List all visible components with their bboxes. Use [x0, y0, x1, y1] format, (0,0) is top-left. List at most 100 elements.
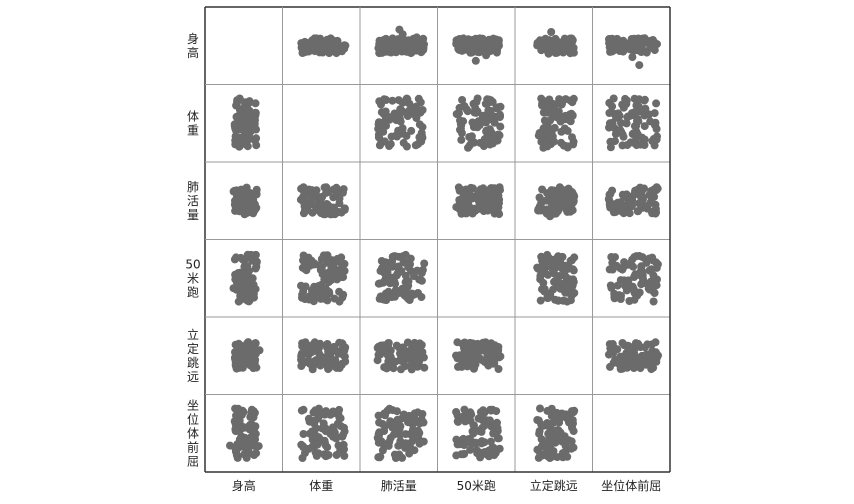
point-坐位体前屈-立定跳远: [549, 447, 558, 456]
point-体重-坐位体前屈: [622, 119, 631, 128]
point-坐位体前屈-50米跑: [493, 434, 502, 443]
point-立定跳远-肺活量: [402, 350, 411, 358]
point-体重-立定跳远: [565, 116, 574, 125]
point-肺活量-坐位体前屈: [637, 186, 646, 195]
point-身高-坐位体前屈: [615, 47, 624, 55]
point-坐位体前屈-体重: [339, 440, 348, 449]
row-label-char: 定: [187, 341, 199, 356]
point-50米跑-身高: [239, 255, 248, 264]
point-50米跑-坐位体前屈: [636, 267, 645, 276]
point-50米跑-体重: [315, 261, 323, 270]
point-体重-坐位体前屈: [646, 117, 655, 126]
point-立定跳远-坐位体前屈: [625, 349, 634, 358]
scatter-points: [226, 25, 662, 462]
point-立定跳远-坐位体前屈: [652, 357, 661, 366]
point-坐位体前屈-身高: [235, 416, 244, 425]
point-坐位体前屈-50米跑: [459, 412, 467, 421]
point-身高-体重: [340, 44, 349, 53]
point-50米跑-肺活量: [420, 259, 429, 268]
point-体重-50米跑: [490, 118, 499, 127]
point-50米跑-体重: [317, 280, 326, 289]
point-50米跑-立定跳远: [543, 250, 552, 259]
point-身高-立定跳远: [544, 49, 553, 58]
point-体重-50米跑: [457, 129, 466, 137]
point-50米跑-肺活量: [393, 269, 402, 278]
point-体重-坐位体前屈: [605, 98, 614, 107]
point-体重-肺活量: [382, 96, 390, 104]
point-体重-坐位体前屈: [619, 132, 628, 141]
point-体重-50米跑: [456, 119, 465, 128]
point-体重-坐位体前屈: [605, 123, 613, 132]
point-肺活量-立定跳远: [538, 185, 547, 194]
point-50米跑-体重: [340, 259, 349, 268]
point-立定跳远-50米跑: [461, 351, 470, 360]
point-50米跑-体重: [325, 289, 334, 298]
point-50米跑-坐位体前屈: [607, 253, 616, 261]
point-立定跳远-肺活量: [412, 342, 421, 351]
point-立定跳远-坐位体前屈: [640, 343, 649, 352]
point-坐位体前屈-立定跳远: [553, 453, 562, 462]
point-身高-50米跑: [470, 40, 479, 49]
point-坐位体前屈-身高: [247, 405, 256, 414]
point-体重-肺活量: [386, 140, 395, 149]
point-身高-坐位体前屈: [626, 45, 635, 54]
point-50米跑-肺活量: [404, 277, 413, 286]
point-坐位体前屈-体重: [314, 409, 323, 417]
point-坐位体前屈-50米跑: [492, 407, 501, 416]
point-肺活量-立定跳远: [546, 212, 554, 221]
point-立定跳远-肺活量: [373, 356, 382, 365]
point-50米跑-坐位体前屈: [625, 297, 634, 305]
point-坐位体前屈-50米跑: [482, 449, 491, 458]
point-50米跑-身高: [239, 272, 248, 281]
point-50米跑-体重: [308, 289, 317, 298]
point-肺活量-体重: [317, 194, 326, 203]
point-身高-肺活量: [404, 41, 413, 50]
point-立定跳远-坐位体前屈: [604, 350, 613, 359]
point-身高-立定跳远: [550, 40, 559, 49]
point-身高-肺活量: [385, 45, 394, 54]
point-体重-50米跑: [488, 133, 497, 141]
point-体重-身高: [242, 126, 250, 135]
row-label-char: 量: [187, 208, 199, 222]
point-体重-50米跑: [467, 132, 476, 141]
point-体重-50米跑: [452, 110, 461, 118]
point-身高-50米跑: [455, 45, 464, 54]
point-坐位体前屈-体重: [310, 419, 319, 428]
point-坐位体前屈-立定跳远: [568, 416, 577, 425]
point-身高-坐位体前屈: [628, 53, 637, 62]
point-身高-坐位体前屈: [635, 61, 644, 70]
point-坐位体前屈-立定跳远: [547, 404, 556, 413]
point-体重-身高: [237, 133, 245, 142]
point-坐位体前屈-体重: [299, 443, 308, 452]
point-立定跳远-坐位体前屈: [623, 363, 632, 372]
point-体重-肺活量: [417, 137, 426, 146]
point-肺活量-50米跑: [455, 198, 464, 207]
point-体重-立定跳远: [548, 132, 557, 141]
point-50米跑-坐位体前屈: [605, 265, 614, 274]
point-肺活量-立定跳远: [547, 186, 556, 195]
point-体重-肺活量: [396, 117, 405, 126]
row-label-char: 立: [187, 327, 199, 342]
point-坐位体前屈-肺活量: [405, 411, 414, 420]
point-体重-肺活量: [402, 142, 411, 151]
point-50米跑-立定跳远: [564, 262, 573, 271]
point-体重-立定跳远: [550, 123, 559, 132]
point-立定跳远-坐位体前屈: [641, 360, 650, 369]
point-肺活量-体重: [322, 188, 331, 197]
point-身高-立定跳远: [541, 34, 550, 43]
point-坐位体前屈-体重: [299, 430, 308, 438]
point-50米跑-坐位体前屈: [610, 291, 619, 300]
point-立定跳远-肺活量: [384, 350, 393, 359]
point-体重-坐位体前屈: [649, 135, 658, 143]
point-50米跑-身高: [242, 286, 251, 295]
point-身高-坐位体前屈: [613, 35, 622, 44]
point-体重-身高: [251, 109, 260, 117]
point-坐位体前屈-50米跑: [460, 449, 469, 458]
point-坐位体前屈-立定跳远: [546, 429, 554, 438]
point-50米跑-身高: [251, 285, 260, 294]
point-50米跑-立定跳远: [549, 285, 558, 294]
point-体重-肺活量: [385, 113, 394, 122]
point-坐位体前屈-50米跑: [455, 440, 464, 449]
point-肺活量-坐位体前屈: [620, 193, 629, 202]
point-坐位体前屈-肺活量: [374, 411, 383, 420]
